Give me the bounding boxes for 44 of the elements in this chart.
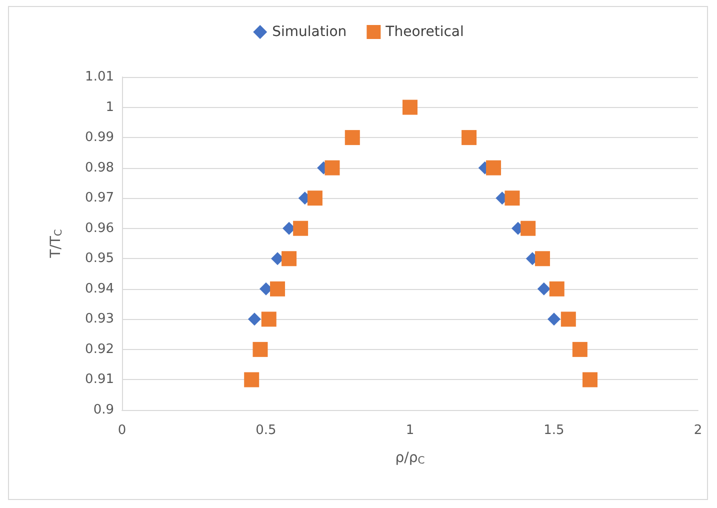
point	[324, 160, 340, 176]
y-tick-label: 0.97	[85, 190, 114, 206]
point	[504, 190, 520, 206]
point	[252, 342, 268, 357]
point	[582, 372, 598, 388]
x-tick-label: 1.5	[544, 423, 564, 438]
point	[402, 100, 418, 115]
point	[244, 372, 260, 388]
point	[261, 312, 276, 327]
y-tick-label: 0.92	[85, 342, 114, 357]
y-tick-label: 0.99	[85, 130, 114, 146]
y-tick-label: 1.01	[85, 70, 114, 84]
y-tick-label: 0.98	[85, 160, 114, 176]
point	[534, 251, 550, 266]
y-axis-title: T/TC	[48, 229, 64, 259]
point	[572, 342, 588, 357]
point	[537, 282, 550, 296]
legend-label: Theoretical	[384, 24, 464, 40]
point	[486, 160, 502, 176]
x-tick-label: 0	[118, 423, 126, 438]
y-tick-label: 0.96	[85, 220, 114, 236]
point	[520, 220, 536, 236]
legend-label: Simulation	[272, 24, 347, 40]
x-tick-label: 2	[694, 423, 702, 438]
y-tick-label: 0.91	[85, 372, 114, 388]
point	[293, 220, 308, 236]
x-tick-label: 1	[406, 423, 414, 438]
point	[282, 251, 297, 266]
point	[344, 130, 360, 146]
x-axis-title: ρ/ρC	[395, 450, 425, 466]
point	[560, 312, 576, 327]
x-tick-label: 0.5	[256, 423, 276, 438]
point	[260, 282, 272, 296]
point	[462, 130, 477, 146]
point	[548, 312, 560, 326]
point	[248, 312, 261, 326]
y-tick-label: 1	[106, 100, 114, 115]
y-tick-label: 0.95	[85, 251, 114, 266]
point	[270, 281, 286, 296]
point	[307, 190, 322, 206]
y-tick-label: 0.9	[93, 402, 114, 418]
y-tick-label: 0.93	[85, 312, 114, 327]
y-tick-label: 0.94	[85, 281, 114, 296]
point	[549, 281, 564, 296]
